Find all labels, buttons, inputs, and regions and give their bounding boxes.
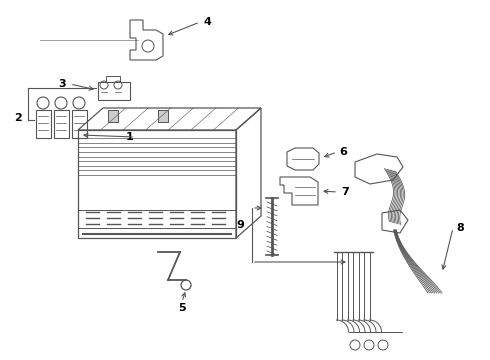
- Bar: [72, 110, 87, 138]
- Bar: [54, 110, 69, 138]
- Bar: [108, 110, 118, 122]
- Bar: [158, 110, 168, 122]
- Bar: [36, 110, 51, 138]
- Text: 4: 4: [203, 17, 211, 27]
- Text: 6: 6: [339, 147, 347, 157]
- Bar: [106, 76, 120, 82]
- Text: 5: 5: [178, 303, 186, 313]
- Bar: [98, 82, 130, 100]
- Text: 3: 3: [58, 79, 66, 89]
- Text: 2: 2: [14, 113, 22, 123]
- Text: 8: 8: [456, 223, 464, 233]
- Text: 7: 7: [341, 187, 349, 197]
- Text: 1: 1: [125, 132, 133, 142]
- Text: 9: 9: [236, 220, 244, 230]
